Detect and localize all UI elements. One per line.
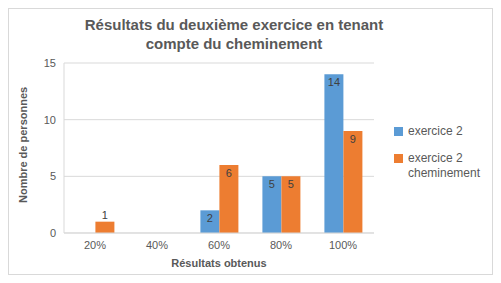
svg-text:0: 0: [50, 227, 56, 239]
svg-text:5: 5: [288, 178, 294, 190]
svg-text:5: 5: [50, 170, 56, 182]
html-text:exercice 2: exercice 2: [408, 124, 463, 138]
svg-text:80%: 80%: [270, 239, 292, 251]
svg-text:100%: 100%: [329, 239, 357, 251]
svg-text:10: 10: [44, 114, 56, 126]
svg-text:5: 5: [269, 178, 275, 190]
html-text:exercice 2 cheminement: exercice 2 cheminement: [408, 151, 480, 180]
html-text:Résultats du deuxième exercice: Résultats du deuxième exercice en tenant…: [84, 16, 384, 52]
svg-text:Nombre de personnes: Nombre de personnes: [17, 87, 29, 203]
svg-text:15: 15: [44, 57, 56, 69]
svg-text:2: 2: [207, 212, 213, 224]
svg-text:60%: 60%: [208, 239, 230, 251]
svg-text:1: 1: [102, 209, 108, 221]
svg-text:9: 9: [350, 133, 356, 145]
svg-text:14: 14: [328, 76, 340, 88]
svg-text:20%: 20%: [84, 239, 106, 251]
svg-text:Résultats obtenus: Résultats obtenus: [171, 257, 266, 269]
svg-text:40%: 40%: [146, 239, 168, 251]
svg-text:6: 6: [226, 167, 232, 179]
